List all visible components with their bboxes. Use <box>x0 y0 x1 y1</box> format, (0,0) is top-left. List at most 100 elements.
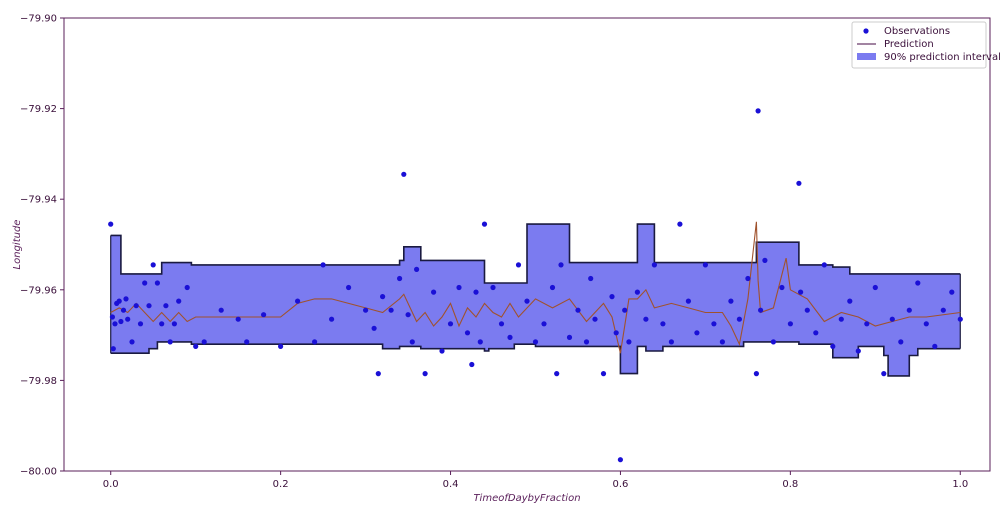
observation-point <box>193 343 199 349</box>
observation-point <box>123 296 129 302</box>
observation-point <box>112 321 118 327</box>
observation-point <box>787 321 794 327</box>
observation-point <box>838 316 844 322</box>
interval-lower-edge <box>110 341 961 377</box>
observation-point <box>397 275 403 282</box>
observation-point <box>685 298 692 304</box>
observation-point <box>261 312 267 318</box>
y-tick-label: −79.98 <box>20 376 57 387</box>
observation-point <box>864 321 870 327</box>
observation-point <box>626 339 632 345</box>
observation-point <box>388 307 394 313</box>
observation-point <box>728 298 734 304</box>
observation-point <box>109 314 115 320</box>
observation-point <box>694 330 700 336</box>
observation-point <box>329 316 335 322</box>
prediction-interval-layer <box>110 223 961 377</box>
observation-point <box>278 343 284 349</box>
observation-point <box>477 339 483 345</box>
observation-point <box>346 284 352 291</box>
observation-point <box>171 321 177 327</box>
observation-point <box>889 316 895 322</box>
y-tick-label: −79.94 <box>20 195 57 206</box>
observation-point <box>110 346 116 352</box>
observation-point <box>469 361 475 368</box>
observation-point <box>405 312 411 318</box>
prediction-line <box>110 221 961 354</box>
observation-point <box>855 348 861 354</box>
observation-point <box>622 307 628 313</box>
y-tick-label: −79.90 <box>20 14 57 25</box>
observation-point <box>932 343 938 349</box>
observation-point <box>167 339 173 345</box>
y-tick-label: −80.00 <box>20 467 57 478</box>
y-tick-label: −79.92 <box>20 104 57 115</box>
observation-point <box>940 307 946 313</box>
observation-point <box>108 221 114 227</box>
observation-point <box>554 371 560 377</box>
interval-upper-edge <box>110 223 961 284</box>
x-tick-label: 0.2 <box>273 479 289 490</box>
observation-point <box>154 280 160 286</box>
observation-point <box>804 307 810 313</box>
observation-point <box>755 108 761 114</box>
observation-point <box>146 303 152 309</box>
x-tick-label: 0.0 <box>103 479 119 490</box>
observation-point <box>779 284 785 291</box>
observation-point <box>613 330 619 336</box>
observation-point <box>702 262 709 268</box>
observation-point <box>881 371 887 377</box>
observation-point <box>923 321 929 327</box>
observation-point <box>490 284 496 291</box>
observation-point <box>507 334 513 340</box>
observation-point <box>312 339 318 345</box>
x-axis-ticks: 0.0 0.2 0.4 0.6 0.8 1.0 <box>103 471 968 490</box>
legend-observations-marker <box>863 28 869 34</box>
observation-point <box>643 316 649 322</box>
observation-point <box>116 298 122 304</box>
observation-point <box>142 280 148 286</box>
observation-point <box>163 303 169 309</box>
x-tick-label: 0.8 <box>782 479 798 490</box>
observation-point <box>481 221 488 227</box>
legend: Observations Prediction 90% prediction i… <box>851 21 1000 69</box>
observation-point <box>762 257 768 263</box>
y-axis-ticks: −80.00 −79.98 −79.96 −79.94 −79.92 −79.90 <box>20 14 64 478</box>
prediction-interval-band <box>110 224 961 376</box>
observation-point <box>872 284 878 291</box>
observation-point <box>575 307 581 313</box>
x-tick-label: 0.6 <box>612 479 628 490</box>
observation-point <box>583 339 590 345</box>
observation-point <box>592 316 598 322</box>
observation-point <box>617 457 624 463</box>
legend-label-observations: Observations <box>884 26 950 37</box>
observation-point <box>409 339 415 345</box>
observation-point <box>541 321 547 327</box>
observation-point <box>677 221 683 227</box>
observation-point <box>371 325 377 331</box>
observation-point <box>125 316 131 322</box>
plot-frame <box>63 17 991 472</box>
observation-point <box>906 307 912 313</box>
observation-point <box>949 289 955 295</box>
observation-point <box>515 262 522 268</box>
observation-point <box>320 262 326 268</box>
observation-point <box>745 275 751 282</box>
observation-point <box>439 348 445 354</box>
observation-point <box>821 262 827 268</box>
legend-interval-patch <box>857 53 876 60</box>
x-tick-label: 1.0 <box>952 479 968 490</box>
observation-point <box>422 371 428 377</box>
x-tick-label: 0.4 <box>443 479 459 490</box>
observation-point <box>796 180 802 186</box>
observation-point <box>651 262 658 268</box>
prediction-line-layer <box>110 221 961 354</box>
observation-point <box>915 280 921 286</box>
observation-point <box>401 171 407 177</box>
observation-point <box>609 294 615 300</box>
observation-point <box>566 334 573 340</box>
observation-point <box>380 294 386 300</box>
observation-point <box>129 339 135 345</box>
observation-point <box>295 298 301 304</box>
observation-point <box>137 321 144 327</box>
